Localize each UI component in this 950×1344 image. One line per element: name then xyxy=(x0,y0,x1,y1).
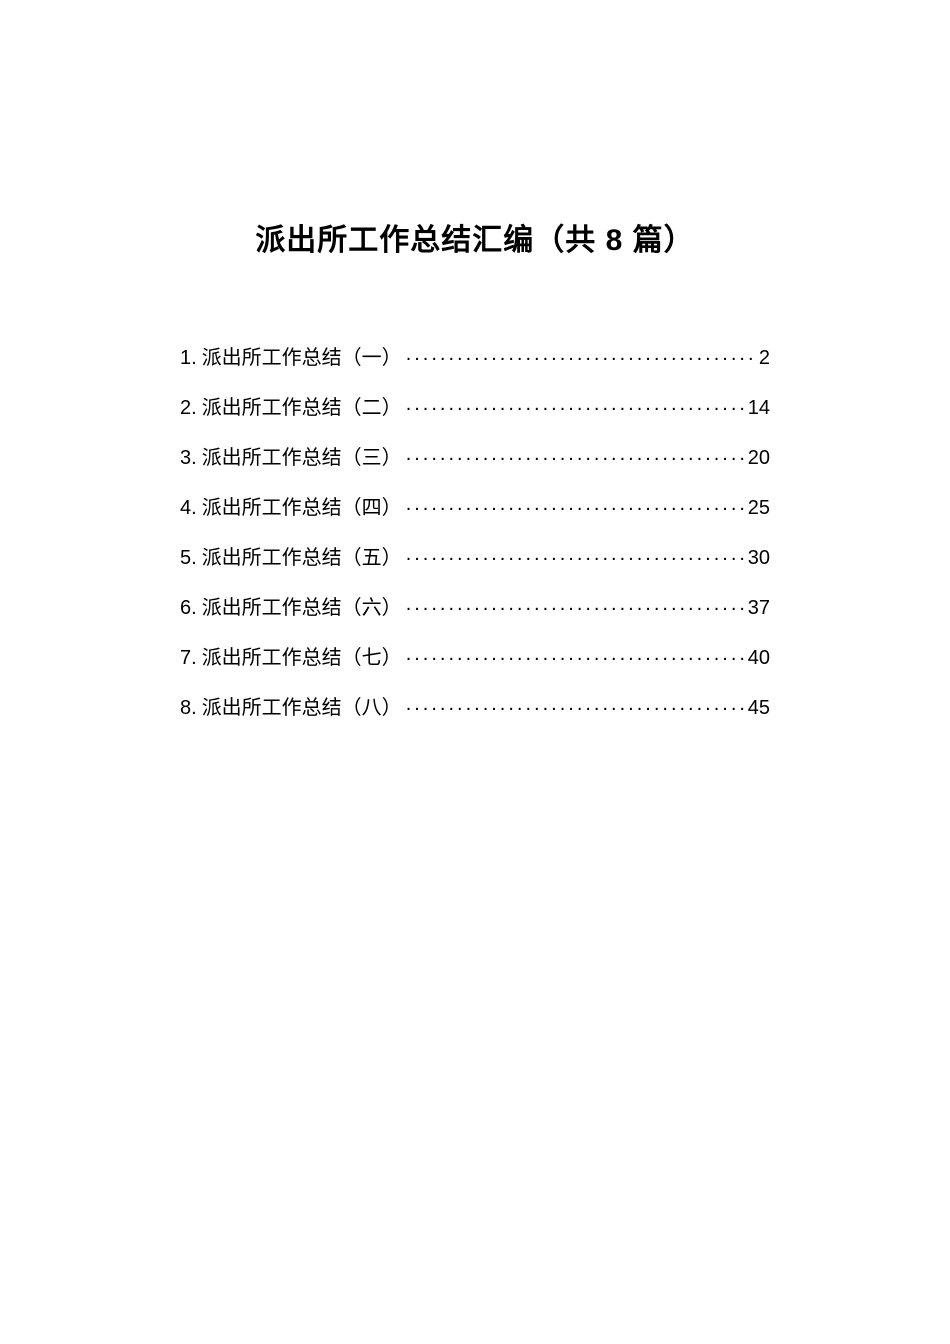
toc-entry-page: 30 xyxy=(748,548,770,568)
toc-entry-page: 45 xyxy=(748,698,770,718)
table-of-contents: 1. 派出所工作总结（一） 2 2. 派出所工作总结（二） 14 3. 派出所工… xyxy=(180,344,770,718)
toc-entry-label: 派出所工作总结（八） xyxy=(202,698,402,718)
toc-entry-index: 8. xyxy=(180,698,197,718)
toc-entry-index: 7. xyxy=(180,648,197,668)
toc-entry-label: 派出所工作总结（六） xyxy=(202,598,402,618)
toc-leader-dots xyxy=(406,694,746,714)
toc-leader-dots xyxy=(406,394,746,414)
toc-entry-page: 20 xyxy=(748,448,770,468)
toc-entry-label: 派出所工作总结（四） xyxy=(202,498,402,518)
toc-entry-index: 5. xyxy=(180,548,197,568)
toc-entry-page: 37 xyxy=(748,598,770,618)
toc-entry-label: 派出所工作总结（二） xyxy=(202,398,402,418)
toc-entry: 6. 派出所工作总结（六） 37 xyxy=(180,594,770,618)
toc-entry-page: 40 xyxy=(748,648,770,668)
toc-entry: 5. 派出所工作总结（五） 30 xyxy=(180,544,770,568)
page-container: 派出所工作总结汇编（共 8 篇） 1. 派出所工作总结（一） 2 2. 派出所工… xyxy=(0,0,950,1344)
toc-entry-index: 6. xyxy=(180,598,197,618)
toc-entry-index: 4. xyxy=(180,498,197,518)
toc-entry: 7. 派出所工作总结（七） 40 xyxy=(180,644,770,668)
toc-entry: 1. 派出所工作总结（一） 2 xyxy=(180,344,770,368)
toc-entry: 8. 派出所工作总结（八） 45 xyxy=(180,694,770,718)
toc-entry-label: 派出所工作总结（五） xyxy=(202,548,402,568)
toc-entry-index: 3. xyxy=(180,448,197,468)
toc-entry: 3. 派出所工作总结（三） 20 xyxy=(180,444,770,468)
toc-entry-page: 14 xyxy=(748,398,770,418)
toc-leader-dots xyxy=(406,544,746,564)
toc-leader-dots xyxy=(406,644,746,664)
toc-entry-label: 派出所工作总结（七） xyxy=(202,648,402,668)
toc-leader-dots xyxy=(406,444,746,464)
toc-entry: 2. 派出所工作总结（二） 14 xyxy=(180,394,770,418)
toc-entry-label: 派出所工作总结（一） xyxy=(202,348,402,368)
toc-entry-index: 1. xyxy=(180,348,197,368)
toc-leader-dots xyxy=(406,594,746,614)
toc-entry: 4. 派出所工作总结（四） 25 xyxy=(180,494,770,518)
toc-leader-dots xyxy=(406,494,746,514)
document-title: 派出所工作总结汇编（共 8 篇） xyxy=(180,215,770,259)
toc-entry-page: 2 xyxy=(759,348,770,368)
toc-leader-dots xyxy=(406,344,757,364)
toc-entry-page: 25 xyxy=(748,498,770,518)
toc-entry-label: 派出所工作总结（三） xyxy=(202,448,402,468)
toc-entry-index: 2. xyxy=(180,398,197,418)
